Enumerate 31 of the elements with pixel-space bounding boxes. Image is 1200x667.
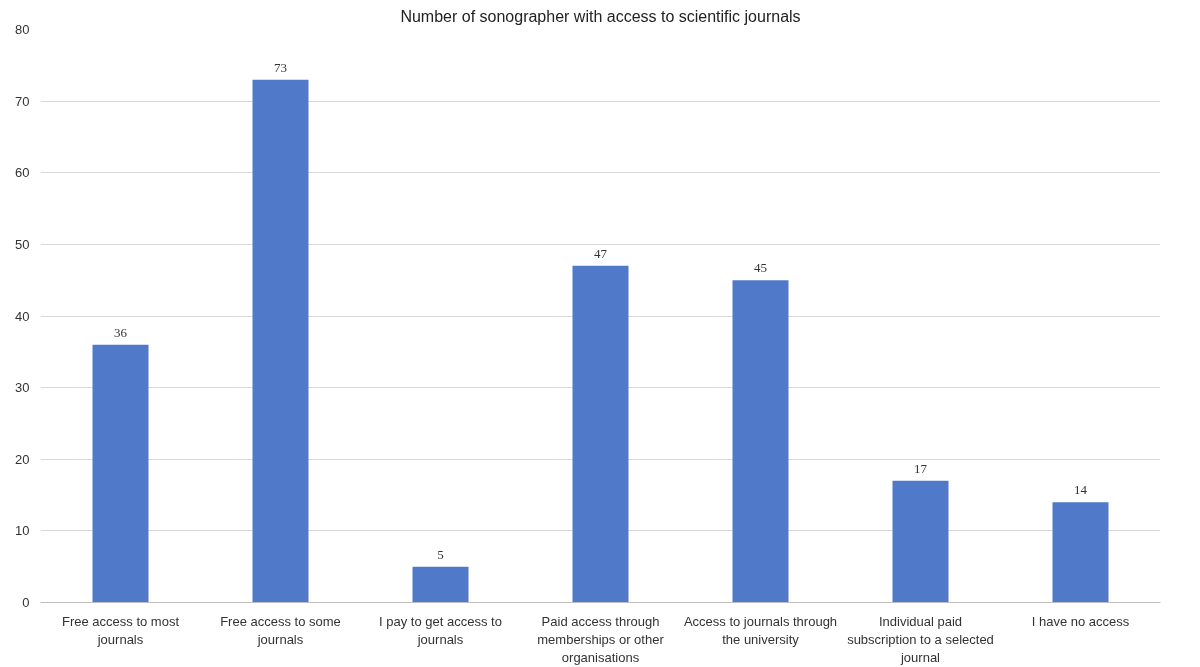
x-tick-label: Paid access through memberships or other organisations: [537, 613, 665, 665]
x-tick-label: Free access to most journals: [61, 613, 180, 647]
bar: [732, 280, 789, 603]
y-tick-label: 0: [22, 595, 30, 610]
bar: [572, 265, 629, 603]
chart-title: Number of sonographer with access to scientific journals: [400, 7, 801, 25]
x-tick-label: Access to journals through the university: [683, 613, 838, 647]
x-tick-label: I have no access: [1031, 613, 1130, 629]
x-tick-label: Free access to some journals: [220, 613, 341, 647]
data-label: 47: [594, 245, 608, 261]
bar: [1052, 502, 1109, 603]
data-label: 45: [754, 260, 767, 276]
data-label: 36: [114, 324, 128, 340]
data-label: 5: [437, 546, 444, 562]
y-tick-label: 70: [15, 93, 30, 109]
data-label: 73: [274, 59, 287, 75]
y-tick-label: 50: [15, 236, 30, 252]
bar: [412, 566, 469, 603]
bar: [252, 79, 309, 603]
x-tick-label: Individual paid subscription to a selected journal: [847, 613, 994, 665]
y-tick-label: 20: [15, 451, 30, 467]
bar: [92, 344, 149, 603]
y-tick-label: 30: [15, 380, 30, 396]
y-tick-label: 80: [15, 22, 30, 37]
data-label: 17: [914, 460, 928, 476]
y-tick-label: 60: [15, 165, 30, 181]
y-tick-label: 40: [15, 308, 30, 324]
bar: [892, 480, 949, 603]
data-label: 14: [1074, 482, 1088, 498]
x-tick-label: I pay to get access to journals: [379, 613, 502, 647]
y-tick-label: 10: [15, 523, 30, 539]
